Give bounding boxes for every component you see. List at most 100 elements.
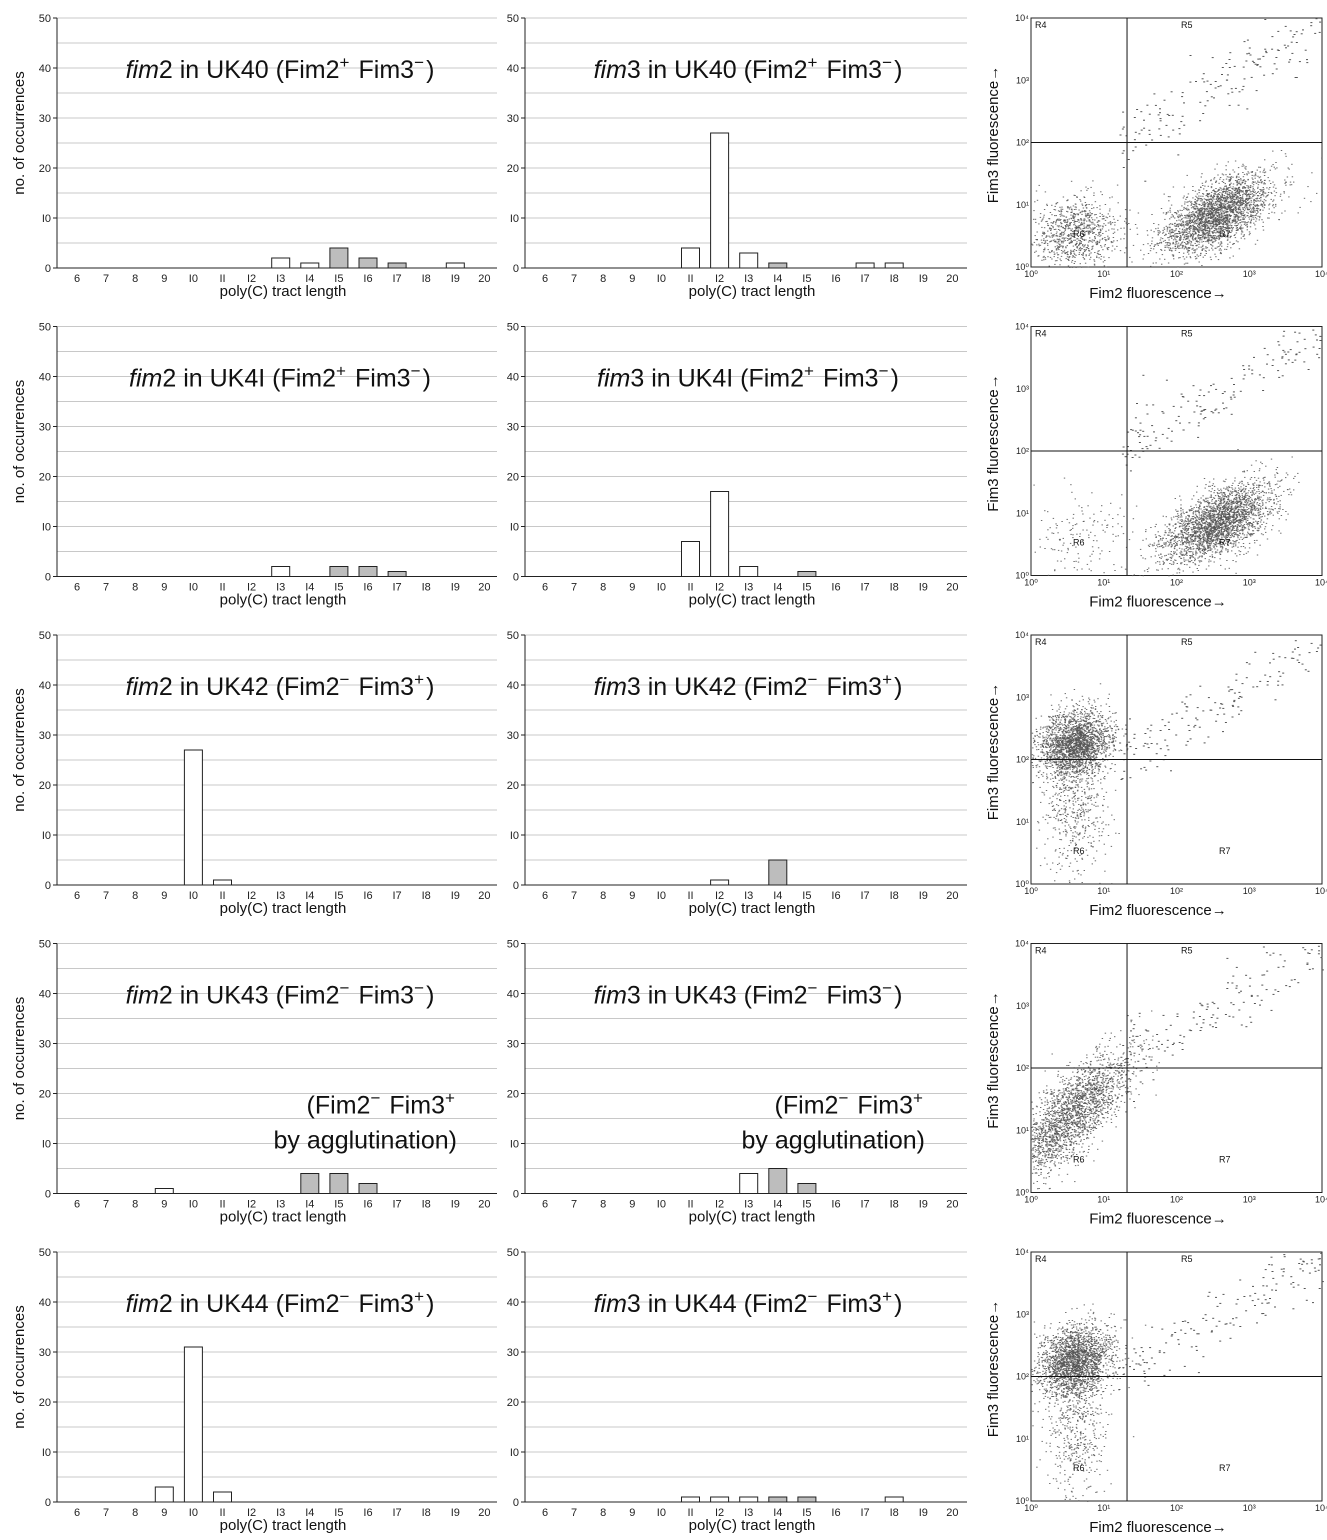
x-tick-label: II [219,1507,225,1519]
flow-y-tick-label: 10¹ [1016,1434,1029,1444]
y-tick-label: 0 [45,1189,51,1201]
flow-x-tick-label: 10³ [1243,1503,1256,1513]
x-tick-label: 6 [542,1199,548,1211]
gate-label: R6 [1073,1463,1085,1473]
bar [797,571,817,577]
r2-fim2-histogram: 0 I0 20 30 40 50 6 7 8 9 I0 II I2 I3 I4 I5 I6 I7 I8 I9 20 pol… [11,322,497,609]
y-tick-label: 40 [39,680,51,692]
flow-x-tick-label: 10³ [1243,578,1256,588]
y-tick-label: 40 [507,372,519,384]
flow-y-tick-label: 10⁴ [1015,939,1029,949]
x-tick-label: 9 [161,582,167,594]
x-tick-label: 8 [132,1199,138,1211]
x-tick-label: I8 [890,890,899,902]
x-tick-label: I4 [305,582,314,594]
bar [358,1183,378,1194]
x-tick-label: 20 [946,273,958,285]
y-tick-label: 20 [507,780,519,792]
flow-x-tick-label: 10⁰ [1024,1195,1038,1205]
flow-y-tick-label: 10³ [1016,75,1029,85]
flow-y-tick-label: 10¹ [1016,200,1029,210]
flow-y-tick-label: 10² [1016,446,1029,456]
flow-y-tick-label: 10⁴ [1015,13,1029,23]
bar [183,1346,203,1503]
y-tick-label: 30 [39,422,51,434]
gate-label: R7 [1219,1463,1231,1473]
x-tick-label: I5 [334,1199,343,1211]
x-tick-label: 7 [571,890,577,902]
x-tick-label: I9 [919,273,928,285]
gate-label: R4 [1035,637,1047,647]
x-axis-title: poly(C) tract length [689,1209,816,1226]
bar [768,1496,788,1503]
x-tick-label: 9 [629,1199,635,1211]
flow-dots [1031,945,1324,1190]
y-tick-label: 30 [39,730,51,742]
x-tick-label: I5 [802,582,811,594]
x-tick-label: 9 [161,1199,167,1211]
x-tick-label: 8 [132,1507,138,1519]
x-tick-label: 7 [103,1507,109,1519]
y-tick-label: 0 [513,572,519,584]
x-tick-label: I7 [861,582,870,594]
y-tick-label: 50 [39,1247,51,1259]
x-tick-label: 6 [74,582,80,594]
flow-y-tick-label: 10³ [1016,1309,1029,1319]
x-tick-label: II [687,1199,693,1211]
x-tick-label: 20 [946,582,958,594]
r4-fim2-histogram: 0 I0 20 30 40 50 6 7 8 9 I0 II I2 I3 I4 I5 I6 I7 I8 I9 20 pol… [11,939,497,1226]
x-tick-label: I2 [715,890,724,902]
x-tick-label: I7 [861,1507,870,1519]
flow-x-tick-label: 10⁴ [1315,886,1327,896]
r3-fim3-histogram: 0 I0 20 30 40 50 6 7 8 9 I0 II I2 I3 I4 I5 I6 I7 I8 I9 20 pol… [507,630,967,917]
flow-x-tick-label: 10³ [1243,269,1256,279]
gate-label: R5 [1181,20,1193,30]
flow-x-axis-title: Fim2 fluorescence→ [1089,1211,1227,1228]
x-tick-label: I5 [802,1507,811,1519]
flow-x-axis-title: Fim2 fluorescence→ [1089,1519,1227,1536]
r5-fim3-histogram: 0 I0 20 30 40 50 6 7 8 9 I0 II I2 I3 I4 I5 I6 I7 I8 I9 20 pol… [507,1247,967,1534]
flow-dots [1031,18,1323,268]
y-axis-title: no. of occurrences [11,688,28,811]
bar [739,1173,759,1194]
y-tick-label: 40 [39,63,51,75]
x-tick-label: I3 [276,890,285,902]
y-tick-label: 20 [507,163,519,175]
x-tick-label: 6 [542,273,548,285]
y-tick-label: 20 [507,1397,519,1409]
r4-fim3-histogram: 0 I0 20 30 40 50 6 7 8 9 I0 II I2 I3 I4 I5 I6 I7 I8 I9 20 pol… [507,939,967,1226]
x-axis-title: poly(C) tract length [220,592,347,609]
x-axis-title: poly(C) tract length [220,1209,347,1226]
flow-x-tick-label: 10³ [1243,886,1256,896]
flow-dots [1031,640,1322,885]
y-tick-label: I0 [42,1447,51,1459]
y-axis-title: no. of occurrences [11,1305,28,1428]
flow-y-tick-label: 10⁰ [1015,571,1029,581]
bar [884,262,904,269]
gate-label: R4 [1035,20,1047,30]
flow-y-tick-label: 10² [1016,755,1029,765]
x-tick-label: II [219,273,225,285]
y-tick-label: 0 [513,880,519,892]
bar [213,879,232,886]
panel-row-4: 0 I0 20 30 40 50 6 7 8 9 I0 II I2 I3 I4 I5 I6 I7 I8 I9 20 pol… [11,939,1327,1228]
x-tick-label: II [687,582,693,594]
x-tick-label: I0 [657,273,666,285]
panel-title: fim2 in UK42 (Fim2− Fim3+ ) [126,670,435,701]
x-tick-label: I6 [363,273,372,285]
y-tick-label: I0 [42,522,51,534]
bar [329,247,349,269]
bar [213,1491,232,1503]
x-tick-label: I9 [451,1199,460,1211]
y-tick-label: I0 [42,830,51,842]
flow-y-axis-title: Fim3 fluorescence→ [985,66,1002,204]
x-tick-label: II [219,890,225,902]
y-tick-label: 40 [507,989,519,1001]
flow-y-tick-label: 10² [1016,1063,1029,1073]
x-tick-label: I6 [363,1507,372,1519]
y-tick-label: 30 [507,422,519,434]
flow-x-tick-label: 10⁴ [1315,269,1327,279]
gate-label: R7 [1219,846,1231,856]
x-tick-label: 6 [542,582,548,594]
